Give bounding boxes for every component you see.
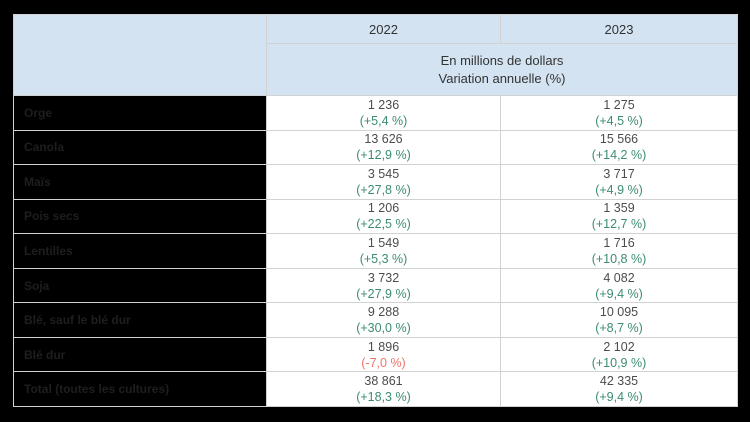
data-table-frame: 2022 2023 En millions de dollars Variati… [13, 14, 738, 407]
column-header-2022: 2022 [266, 14, 501, 44]
variation-2023: (+9,4 %) [595, 286, 643, 301]
value-2022: 1 896 [367, 339, 400, 354]
cell-2022: 1 236 (+5,4 %) [266, 95, 501, 131]
table-row-ble-sauf-ble-dur: Blé, sauf le blé dur 9 288 (+30,0 %) 10 … [13, 302, 738, 338]
variation-2023: (+4,5 %) [595, 113, 643, 128]
cell-2023: 4 082 (+9,4 %) [500, 267, 738, 304]
value-2022: 3 545 [367, 166, 400, 181]
table-row-orge: Orge 1 236 (+5,4 %) 1 275 (+4,5 %) [13, 95, 738, 131]
table-row-soja: Soja 3 732 (+27,9 %) 4 082 (+9,4 %) [13, 267, 738, 304]
variation-2022: (+27,8 %) [356, 182, 411, 197]
table-body: Orge 1 236 (+5,4 %) 1 275 (+4,5 %) Canol… [13, 95, 738, 407]
value-2023: 1 716 [603, 235, 635, 250]
crop-values-table: 2022 2023 En millions de dollars Variati… [13, 14, 738, 407]
unit-line-2: Variation annuelle (%) [438, 70, 566, 86]
cell-2023: 15 566 (+14,2 %) [500, 129, 738, 166]
value-2023: 15 566 [599, 132, 639, 147]
row-label: Lentilles [13, 233, 267, 269]
row-label: Canola [13, 129, 267, 166]
row-label: Blé dur [13, 336, 267, 373]
value-2022: 13 626 [364, 132, 403, 147]
value-2023: 2 102 [603, 339, 635, 354]
cell-2022: 1 206 (+22,5 %) [266, 198, 501, 235]
cell-2023: 10 095 (+8,7 %) [500, 302, 738, 338]
variation-2022: (+5,4 %) [359, 113, 408, 128]
variation-2023: (+14,2 %) [591, 148, 647, 163]
value-2023: 42 335 [599, 374, 639, 389]
year-header-row: 2022 2023 [13, 14, 738, 96]
variation-2023: (+12,7 %) [591, 217, 647, 232]
variation-2022: (+27,9 %) [356, 286, 411, 301]
value-2023: 10 095 [599, 305, 639, 320]
cell-2023: 1 275 (+4,5 %) [500, 95, 738, 131]
cell-2022: 9 288 (+30,0 %) [266, 302, 501, 338]
variation-2022: (+5,3 %) [359, 251, 408, 266]
value-2023: 3 717 [603, 166, 635, 181]
cell-2023: 3 717 (+4,9 %) [500, 164, 738, 200]
value-2022: 1 549 [367, 235, 400, 250]
value-2023: 1 359 [603, 201, 635, 216]
table-row-mais: Maïs 3 545 (+27,8 %) 3 717 (+4,9 %) [13, 164, 738, 200]
cell-2022: 3 545 (+27,8 %) [266, 164, 501, 200]
row-label: Soja [13, 267, 267, 304]
row-label: Pois secs [13, 198, 267, 235]
value-2022: 1 206 [367, 201, 400, 216]
value-2022: 9 288 [367, 305, 400, 320]
table-header: 2022 2023 En millions de dollars Variati… [13, 14, 738, 96]
value-2022: 38 861 [364, 374, 403, 389]
table-row-pois-secs: Pois secs 1 206 (+22,5 %) 1 359 (+12,7 %… [13, 198, 738, 235]
variation-2023: (+8,7 %) [595, 321, 643, 336]
cell-2023: 1 359 (+12,7 %) [500, 198, 738, 235]
value-2022: 1 236 [367, 97, 400, 112]
cell-2023: 42 335 (+9,4 %) [500, 371, 738, 407]
cell-2023: 2 102 (+10,9 %) [500, 336, 738, 373]
variation-2023: (+9,4 %) [595, 390, 643, 405]
variation-2023: (+4,9 %) [595, 182, 643, 197]
variation-2023: (+10,9 %) [591, 355, 647, 370]
variation-2022: (-7,0 %) [361, 355, 406, 370]
variation-2022: (+30,0 %) [356, 321, 411, 336]
variation-2023: (+10,8 %) [591, 251, 647, 266]
value-2022: 3 732 [367, 270, 400, 285]
table-row-ble-dur: Blé dur 1 896 (-7,0 %) 2 102 (+10,9 %) [13, 336, 738, 373]
cell-2022: 1 896 (-7,0 %) [266, 336, 501, 373]
row-label: Orge [13, 95, 267, 131]
row-label: Total (toutes les cultures) [13, 371, 267, 407]
variation-2022: (+12,9 %) [356, 148, 411, 163]
cell-2022: 13 626 (+12,9 %) [266, 129, 501, 166]
table-row-total: Total (toutes les cultures) 38 861 (+18,… [13, 371, 738, 407]
cell-2023: 1 716 (+10,8 %) [500, 233, 738, 269]
unit-header-cell: En millions de dollars Variation annuell… [266, 43, 738, 96]
cell-2022: 1 549 (+5,3 %) [266, 233, 501, 269]
unit-line-1: En millions de dollars [440, 52, 564, 68]
value-2023: 4 082 [603, 270, 635, 285]
value-2023: 1 275 [603, 97, 635, 112]
unit-header-row: En millions de dollars Variation annuell… [14, 43, 738, 96]
table-row-lentilles: Lentilles 1 549 (+5,3 %) 1 716 (+10,8 %) [13, 233, 738, 269]
row-label: Blé, sauf le blé dur [13, 302, 267, 338]
variation-2022: (+18,3 %) [356, 390, 411, 405]
corner-cell [13, 14, 267, 96]
row-label: Maïs [13, 164, 267, 200]
variation-2022: (+22,5 %) [356, 217, 411, 232]
table-row-canola: Canola 13 626 (+12,9 %) 15 566 (+14,2 %) [13, 129, 738, 166]
cell-2022: 3 732 (+27,9 %) [266, 267, 501, 304]
column-header-2023: 2023 [500, 14, 738, 44]
cell-2022: 38 861 (+18,3 %) [266, 371, 501, 407]
